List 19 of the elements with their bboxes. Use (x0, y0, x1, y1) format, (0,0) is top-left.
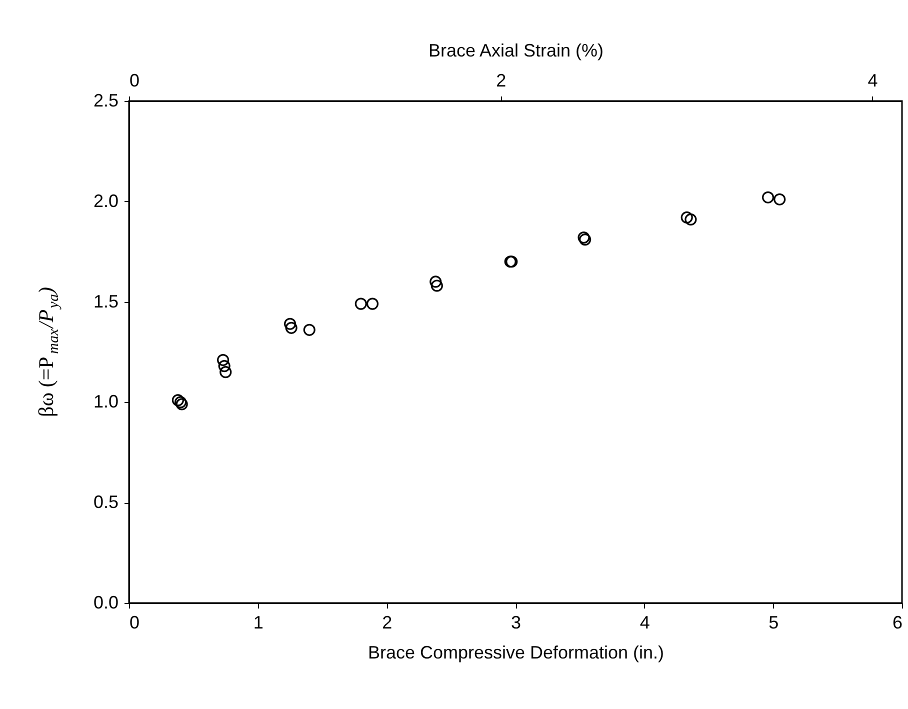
y-tick-label: 2.5 (93, 90, 118, 110)
x-tick-label: 0 (130, 612, 140, 632)
y-tick-label: 2.0 (93, 190, 118, 211)
x2-axis-title: Brace Axial Strain (%) (428, 40, 604, 60)
y-tick-label: 1.0 (93, 392, 118, 412)
x-tick-label: 4 (640, 612, 650, 632)
x2-tick-label: 4 (868, 70, 878, 90)
x-tick-label: 1 (253, 612, 264, 632)
x2-tick-label: 0 (130, 70, 140, 90)
y-axis-title: βω (=Pmax/Pya) (34, 287, 62, 417)
y-tick-label: 0.5 (93, 492, 118, 512)
x-tick-label: 2 (382, 612, 392, 632)
y-tick-label: 0.0 (93, 592, 118, 612)
x-axis-title: Brace Compressive Deformation (in.) (368, 642, 664, 662)
x-tick-label: 6 (892, 612, 902, 632)
x-tick-label: 3 (510, 612, 522, 632)
y-tick-label: 1.5 (93, 291, 118, 312)
x-tick-label: 5 (768, 612, 779, 632)
x2-tick-label: 2 (496, 70, 506, 90)
